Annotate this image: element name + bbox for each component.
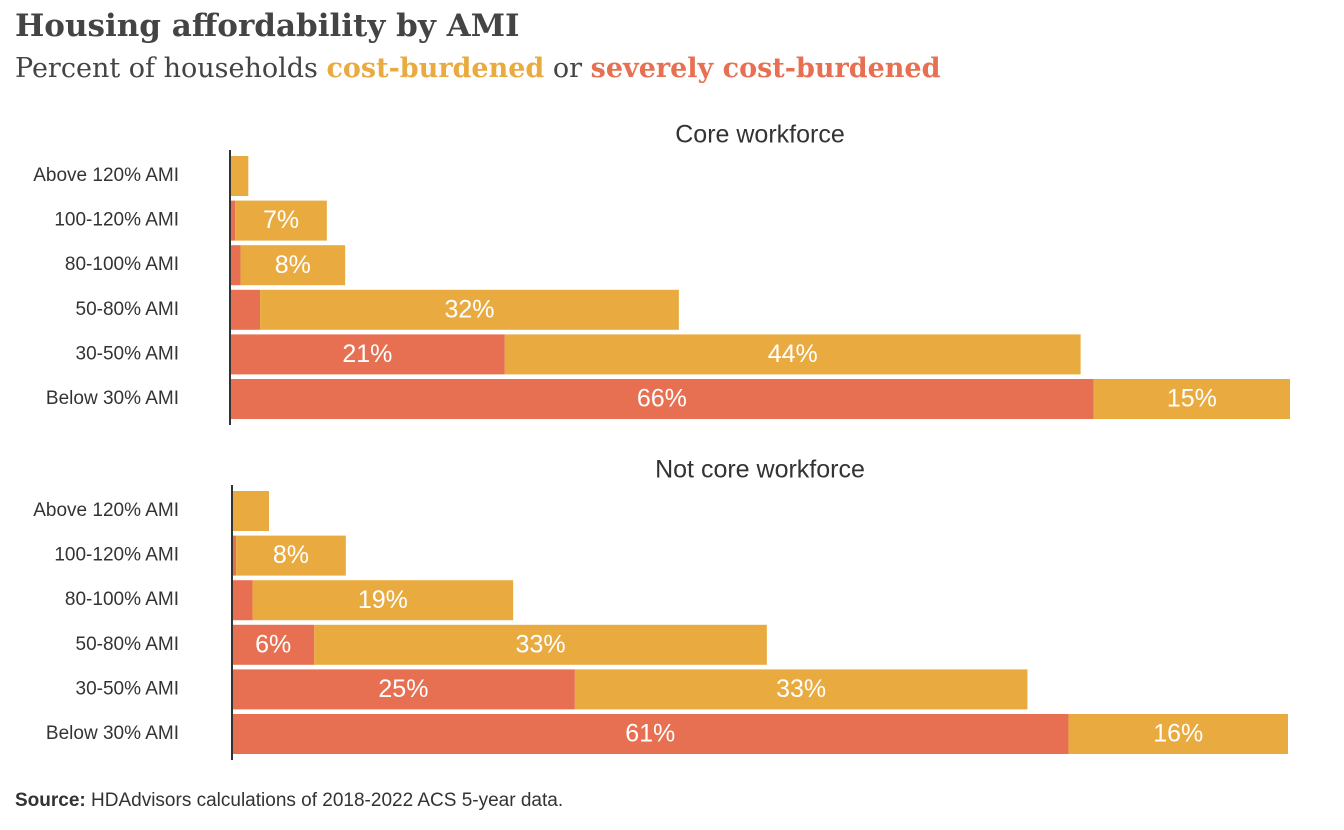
category-label: 100-120% AMI [54, 545, 179, 566]
category-label: Above 120% AMI [33, 165, 179, 186]
category-label: 50-80% AMI [76, 299, 180, 320]
bar-value-label: 25% [378, 675, 428, 703]
bar-value-label: 61% [625, 720, 675, 748]
category-label: 100-120% AMI [54, 210, 179, 231]
category-label: 30-50% AMI [76, 343, 180, 364]
source-note: Source: HDAdvisors calculations of 2018-… [15, 790, 563, 812]
category-label: Below 30% AMI [46, 388, 179, 409]
bar-value-label: 44% [768, 340, 818, 368]
bar-value-label: 21% [342, 340, 392, 368]
bar-value-label: 6% [255, 630, 291, 658]
category-label: 50-80% AMI [76, 634, 180, 655]
bar-value-label: 19% [358, 586, 408, 614]
bar-segment [232, 580, 253, 620]
category-label: Below 30% AMI [46, 723, 179, 744]
bar-value-label: 33% [776, 675, 826, 703]
category-label: Above 120% AMI [33, 500, 179, 521]
bar-segment [230, 156, 248, 196]
bar-segment [230, 245, 240, 285]
source-label: Source: [15, 790, 86, 811]
bar-value-label: 8% [275, 251, 311, 279]
bar-segment [230, 290, 260, 330]
bar-value-label: 32% [444, 295, 494, 323]
panel-title-not-core: Not core workforce [655, 456, 865, 484]
panel-title-core: Core workforce [675, 121, 845, 149]
bar-value-label: 33% [516, 630, 566, 658]
source-text: HDAdvisors calculations of 2018-2022 ACS… [91, 790, 563, 811]
category-label: 30-50% AMI [76, 678, 180, 699]
bar-value-label: 7% [263, 206, 299, 234]
category-label: 80-100% AMI [65, 589, 179, 610]
bar-value-label: 66% [637, 385, 687, 413]
bar-value-label: 16% [1153, 720, 1203, 748]
bar-value-label: 8% [273, 541, 309, 569]
bar-segment [232, 491, 269, 531]
bar-value-label: 15% [1167, 385, 1217, 413]
category-label: 80-100% AMI [65, 254, 179, 275]
